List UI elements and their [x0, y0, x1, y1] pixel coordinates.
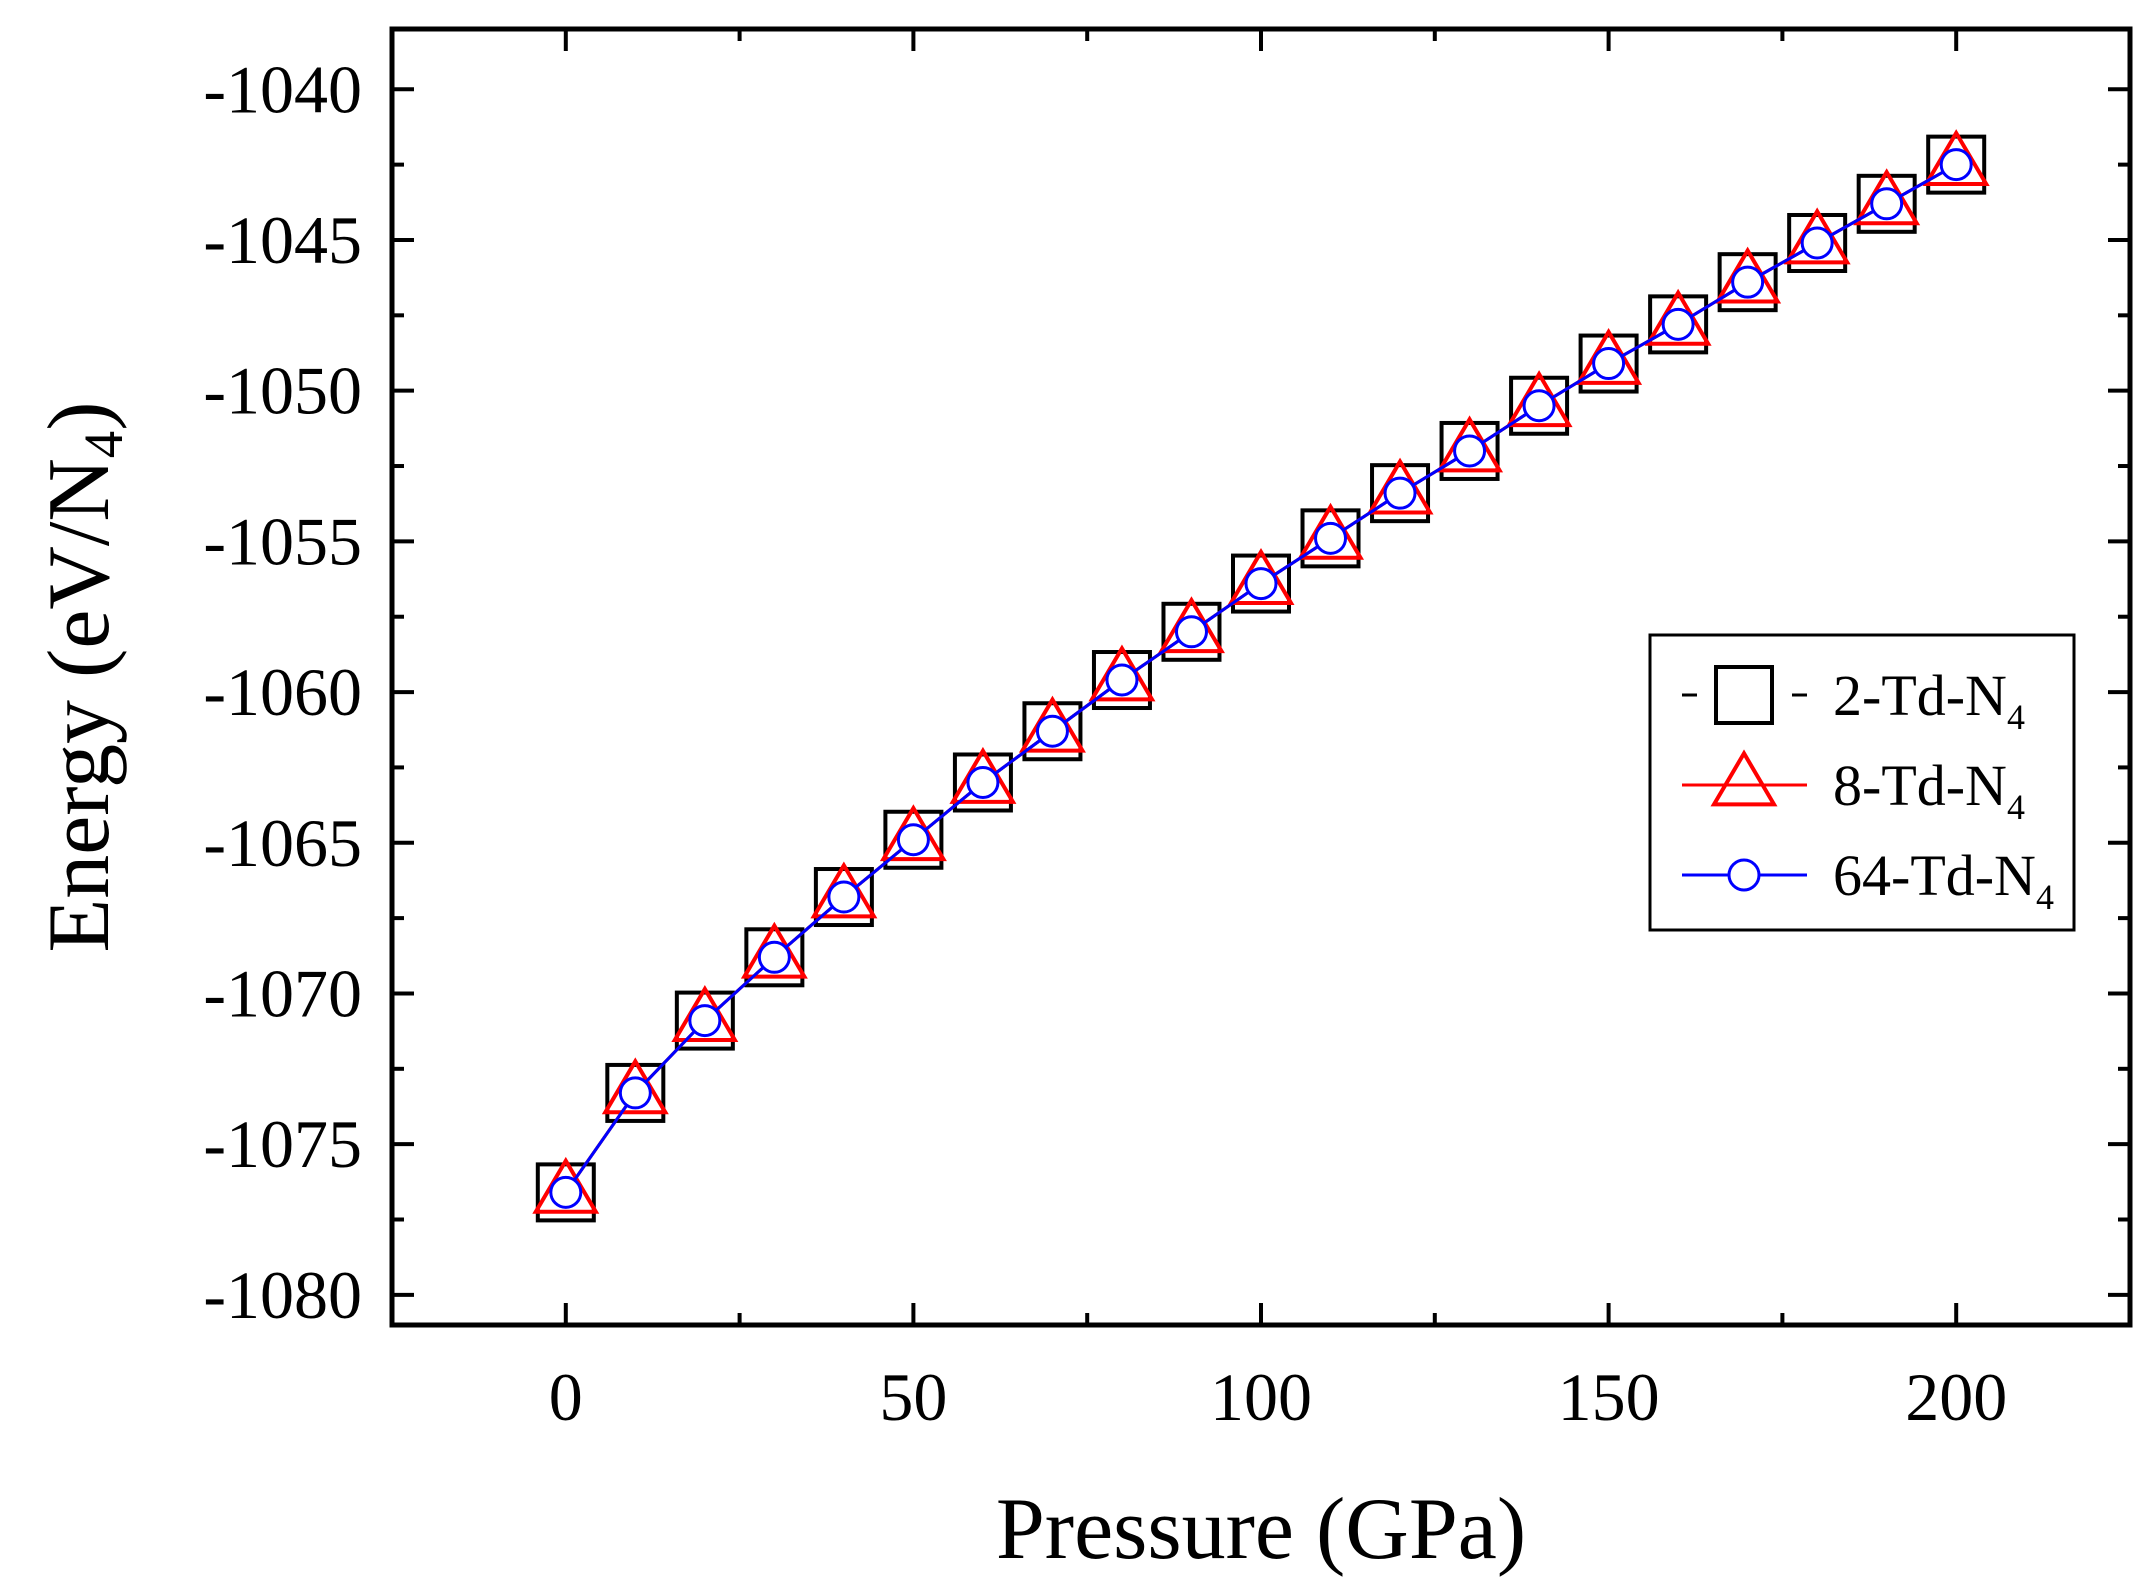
legend-label: 64-Td-N4	[1833, 843, 2054, 917]
data-point-circle	[1314, 521, 1348, 555]
y-tick-label: -1065	[203, 805, 362, 881]
x-tick-label: 100	[1210, 1359, 1312, 1435]
data-point-triangle	[1710, 749, 1778, 807]
x-tick-label: 150	[1558, 1359, 1660, 1435]
legend-label-subscript: 4	[2036, 877, 2054, 917]
legend-label-main: 8-Td-N	[1833, 753, 2007, 818]
y-axis-title: Energy (eV/N4)	[31, 401, 134, 952]
legend-label-subscript: 4	[2007, 787, 2025, 827]
axis-ticks: 0 50 100 150 200 -1040 -1045 -1050 -1055 -1060 -10…	[203, 29, 2132, 1435]
data-point-circle	[966, 765, 1000, 799]
data-point-circle	[896, 823, 930, 857]
y-tick-label: -1070	[203, 955, 362, 1031]
data-point-circle	[827, 880, 861, 914]
data-point-circle	[1731, 265, 1765, 299]
data-point-circle	[549, 1175, 583, 1209]
legend-item-circle: 64-Td-N4	[1682, 843, 2054, 917]
data-point-circle	[757, 940, 791, 974]
data-point-circle	[1453, 434, 1487, 468]
legend-item-square: 2-Td-N4	[1682, 663, 2025, 737]
data-point-circle	[1522, 389, 1556, 423]
y-axis-title-close: )	[31, 401, 128, 430]
legend-item-triangle: 8-Td-N4	[1682, 749, 2025, 827]
y-tick-label: -1060	[203, 654, 362, 730]
legend-label: 2-Td-N4	[1833, 663, 2025, 737]
data-point-square	[1714, 665, 1774, 725]
data-point-circle	[1800, 226, 1834, 260]
y-tick-label: -1040	[203, 51, 362, 127]
data-point-circle	[1244, 567, 1278, 601]
legend-label-main: 64-Td-N	[1833, 843, 2036, 908]
y-tick-label: -1045	[203, 202, 362, 278]
data-point-circle	[618, 1076, 652, 1110]
series-circle	[549, 148, 1973, 1209]
data-point-circle	[1939, 148, 1973, 182]
data-point-circle	[1035, 714, 1069, 748]
x-axis-title: Pressure (GPa)	[996, 1481, 1526, 1578]
data-point-circle	[1383, 476, 1417, 510]
legend-label: 8-Td-N4	[1833, 753, 2025, 827]
legend-box	[1648, 633, 2076, 932]
data-point-circle	[688, 1004, 722, 1038]
y-axis-title-subscript: 4	[73, 431, 134, 458]
legend-label-subscript: 4	[2007, 697, 2025, 737]
y-tick-label: -1075	[203, 1106, 362, 1182]
x-tick-label: 50	[879, 1359, 947, 1435]
data-point-circle	[1174, 615, 1208, 649]
data-point-circle	[1592, 347, 1626, 381]
x-tick-label: 200	[1905, 1359, 2007, 1435]
data-point-circle	[1661, 307, 1695, 341]
y-axis-title-main: Energy (eV/N	[31, 458, 128, 952]
y-tick-label: -1080	[203, 1257, 362, 1333]
data-point-circle	[1870, 187, 1904, 221]
y-tick-label: -1050	[203, 353, 362, 429]
x-tick-label: 0	[549, 1359, 583, 1435]
data-point-circle	[1727, 858, 1761, 892]
y-tick-label: -1055	[203, 503, 362, 579]
legend-label-main: 2-Td-N	[1833, 663, 2007, 728]
data-point-circle	[1105, 663, 1139, 697]
series-layer	[532, 129, 1990, 1223]
